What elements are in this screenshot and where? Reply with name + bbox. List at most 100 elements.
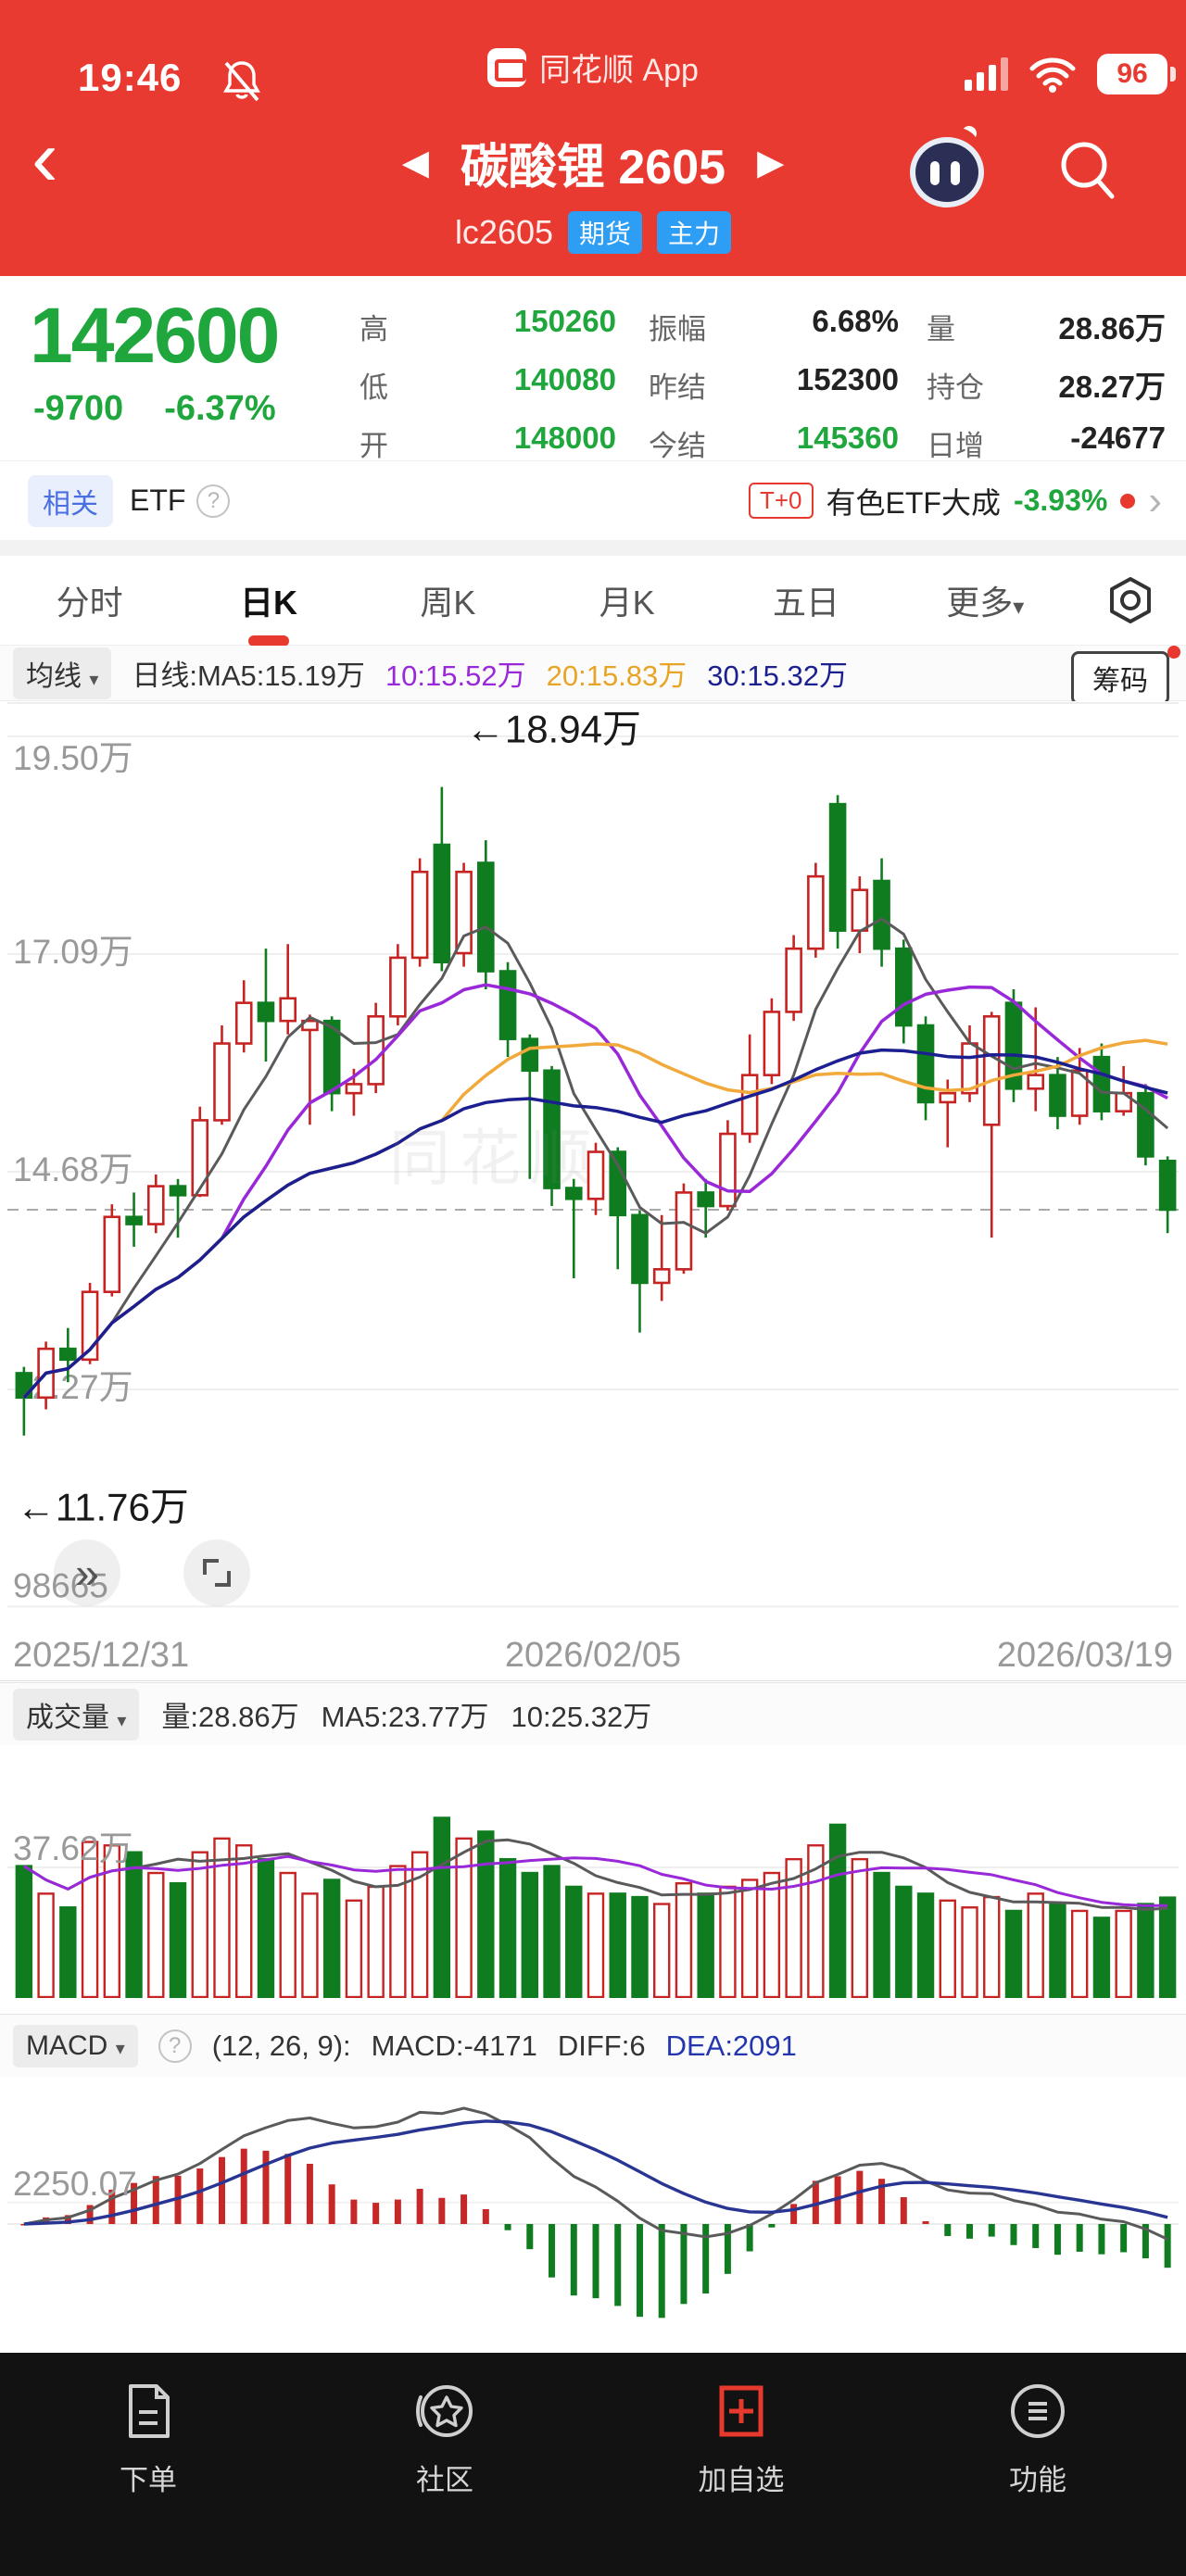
stat-label: 日增 — [927, 430, 984, 462]
macd-diff-line — [23, 2106, 1168, 2241]
ma-legend-bar: 均线 ▾ 日线:MA5:15.19万 10:15.52万 20:15.83万 3… — [0, 646, 1186, 705]
macd-hist-bar — [306, 2164, 313, 2224]
section-divider — [0, 540, 1186, 556]
candle-body — [1092, 1055, 1111, 1112]
candle-body — [939, 1091, 957, 1104]
last-price: 142600 — [30, 292, 280, 379]
tab-daily-k[interactable]: 日K — [179, 576, 358, 624]
candle-body — [1049, 1074, 1066, 1117]
stat-label: 量 — [927, 313, 955, 346]
related-etf-row[interactable]: 相关 ETF ? T+0 有色ETF大成 -3.93% › — [0, 460, 1186, 540]
tab-more[interactable]: 更多▾ — [946, 584, 1025, 622]
features-menu-icon — [945, 2379, 1130, 2444]
tab-fenshi[interactable]: 分时 — [56, 584, 123, 622]
macd-hist-bar — [416, 2189, 423, 2224]
macd-hist-bar — [394, 2199, 401, 2224]
tab-five-day[interactable]: 五日 — [772, 584, 839, 622]
nav-label: 下单 — [120, 2464, 177, 2496]
kline-chart-pane[interactable]: 同花顺 19.50万 17.09万 14.68万 12.27万 98665 ←18.94万… — [0, 701, 1186, 1681]
nav-add-watchlist[interactable]: 加自选 — [649, 2379, 834, 2498]
chips-distribution-button[interactable]: 筹码 — [1071, 651, 1169, 705]
macd-hist-bar — [372, 2203, 380, 2224]
help-icon[interactable]: ? — [196, 484, 231, 518]
macd-hist-bar — [20, 2224, 28, 2226]
status-app-pill[interactable]: 同花顺 App — [0, 44, 1186, 90]
candle-body — [103, 1215, 121, 1293]
kline-y-label: 17.09万 — [13, 933, 133, 971]
macd-hist-bar — [702, 2224, 710, 2293]
nav-label: 功能 — [1009, 2464, 1066, 2496]
kline-annotation: ←18.94万 — [466, 708, 641, 751]
macd-y-label: 2250.07 — [13, 2165, 137, 2203]
volume-bar — [477, 1830, 495, 1999]
bell-muted-icon — [221, 59, 263, 108]
nav-place-order[interactable]: 下单 — [56, 2379, 241, 2498]
next-contract-arrow[interactable]: ▶ — [757, 144, 785, 182]
macd-chart-svg[interactable]: 2250.07 — [0, 2078, 1186, 2353]
candle-body — [367, 1014, 385, 1086]
app-name: 同花顺 App — [539, 53, 699, 88]
search-icon[interactable] — [1053, 135, 1123, 210]
futures-badge: 期货 — [568, 211, 643, 254]
kline-x-label: 2025/12/31 — [13, 1636, 189, 1675]
macd-hist-bar — [944, 2224, 952, 2236]
macd-dropdown[interactable]: MACD ▾ — [13, 2025, 138, 2067]
diff-value: DIFF:6 — [557, 2029, 646, 2062]
stat-value: -24677 — [1070, 421, 1166, 455]
candle-body — [125, 1215, 143, 1225]
ma-dropdown[interactable]: 均线 ▾ — [13, 647, 112, 699]
chart-settings-button[interactable] — [1075, 574, 1186, 626]
volume-bar — [631, 1895, 649, 1999]
nav-features[interactable]: 功能 — [945, 2379, 1130, 2498]
volume-bar — [345, 1899, 363, 1999]
volume-bar — [433, 1816, 451, 1999]
battery-icon: 96 — [1097, 54, 1176, 94]
price-change-pct: -6.37% — [164, 389, 276, 428]
macd-hist-bar — [284, 2154, 292, 2224]
kline-chart-svg[interactable]: 19.50万17.09万14.68万12.27万98665←18.94万←11.… — [0, 701, 1186, 1681]
stat-value: 145360 — [796, 421, 899, 455]
macd-hist-bar — [218, 2156, 225, 2224]
volume-chart-svg[interactable]: 37.62万 — [0, 1745, 1186, 1999]
prev-contract-arrow[interactable]: ◀ — [401, 144, 429, 182]
quote-panel: 142600 -9700 -6.37% 高 150260 低 140080 开 … — [0, 276, 1186, 462]
back-button[interactable]: ‹ — [32, 114, 58, 203]
macd-hist-bar — [1120, 2224, 1128, 2253]
tab-monthly-k[interactable]: 月K — [599, 584, 655, 622]
macd-hist-bar — [526, 2224, 534, 2250]
volume-dropdown[interactable]: 成交量 ▾ — [13, 1688, 140, 1740]
nav-community[interactable]: 社区 — [352, 2379, 537, 2498]
macd-hist-bar — [768, 2224, 776, 2228]
macd-hist-bar — [328, 2184, 335, 2224]
fast-forward-button[interactable]: » — [54, 1539, 120, 1606]
candle-body — [763, 1011, 781, 1076]
assistant-robot-icon[interactable] — [904, 122, 990, 213]
chevron-right-icon[interactable]: › — [1148, 477, 1162, 523]
volume-bar — [697, 1892, 714, 1999]
t0-badge: T+0 — [748, 483, 814, 519]
macd-chart-pane[interactable]: 2250.07 — [0, 2078, 1186, 2353]
etf-name[interactable]: 有色ETF大成 — [826, 485, 1001, 520]
volume-bar — [587, 1892, 605, 1999]
volume-bar — [1137, 1903, 1154, 1999]
volume-bar — [103, 1844, 121, 1999]
volume-bar — [851, 1857, 869, 1999]
expand-icon — [203, 1559, 231, 1587]
candle-body — [257, 1001, 275, 1023]
fullscreen-button[interactable] — [183, 1539, 250, 1606]
tab-weekly-k[interactable]: 周K — [420, 584, 476, 622]
macd-hist-bar — [350, 2199, 358, 2224]
help-icon[interactable]: ? — [158, 2029, 192, 2063]
status-bar: 19:46 同花顺 App 96 — [0, 0, 1186, 102]
volume-bar — [785, 1857, 802, 1999]
volume-chart-pane[interactable]: 37.62万 — [0, 1745, 1186, 1999]
main-contract-badge: 主力 — [657, 211, 732, 254]
candle-body — [851, 888, 869, 932]
ma30-line — [22, 1048, 1168, 1399]
stat-value: 6.68% — [812, 304, 899, 338]
volume-bar — [322, 1879, 341, 1999]
kline-y-label: 14.68万 — [13, 1150, 133, 1188]
volume-ma10: 10:25.32万 — [511, 1701, 652, 1733]
volume-bar — [15, 1865, 33, 1999]
candle-body — [652, 1268, 671, 1285]
